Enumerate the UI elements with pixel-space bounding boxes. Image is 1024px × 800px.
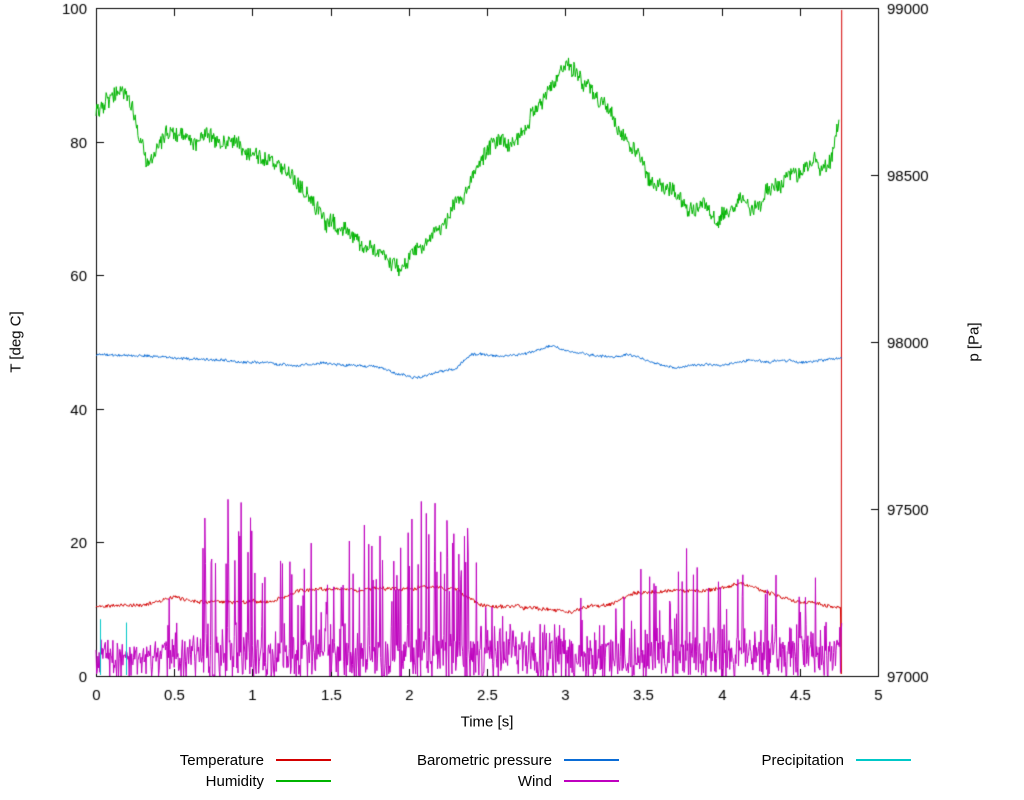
right-axis-title: p [Pa] — [965, 322, 983, 362]
left-axis-title: T [deg C] — [7, 311, 25, 373]
legend-item-humidity: Humidity — [0, 771, 335, 791]
legend-item-barometric-pressure: Barometric pressure — [335, 750, 623, 770]
legend-label-humidity: Humidity — [205, 772, 264, 790]
legend-label-precipitation: Precipitation — [761, 751, 844, 769]
temperature-line-swatch — [276, 759, 331, 761]
chart-legend: Temperature Barometric pressure Precipitat… — [0, 750, 915, 791]
legend-label-barometric-pressure: Barometric pressure — [416, 751, 552, 769]
x-axis-title: Time [s] — [460, 713, 514, 731]
legend-empty-cell — [623, 771, 915, 791]
legend-label-wind: Wind — [517, 772, 552, 790]
precipitation-line-swatch — [856, 759, 911, 761]
barometric-pressure-line-swatch — [564, 759, 619, 761]
legend-item-wind: Wind — [335, 771, 623, 791]
legend-item-precipitation: Precipitation — [623, 750, 915, 770]
legend-item-temperature: Temperature — [0, 750, 335, 770]
wind-line-swatch — [564, 780, 619, 782]
humidity-line-swatch — [276, 780, 331, 782]
legend-label-temperature: Temperature — [179, 751, 264, 769]
